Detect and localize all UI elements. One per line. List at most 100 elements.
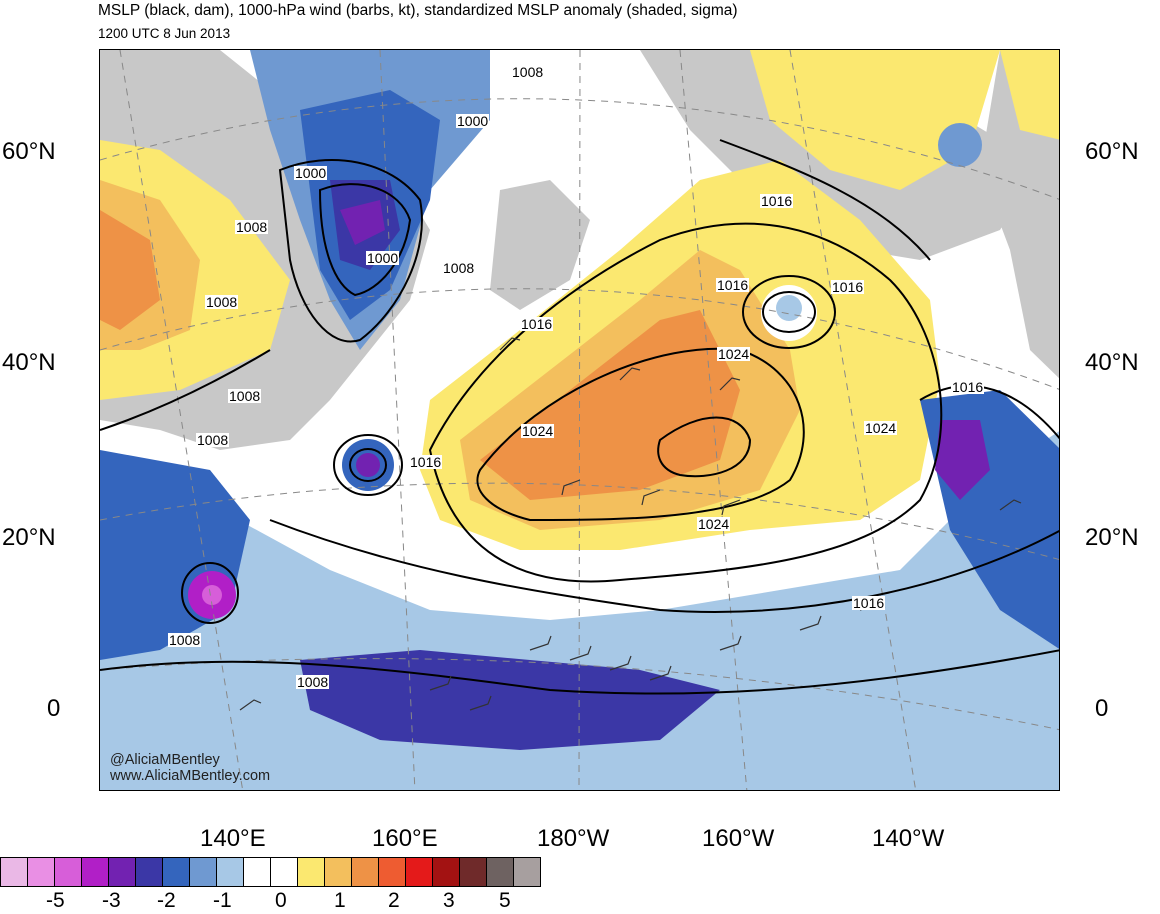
colorbar-swatch [136,858,163,886]
colorbar-label: -5 [46,889,65,912]
map-panel: 1008 1000 1000 1008 1000 1008 1008 1008 … [99,49,1060,791]
wind-barb [619,367,641,381]
anomaly-minus-low-gulf-core [776,295,802,321]
colorbar-label: 0 [275,889,287,912]
isobar-1024-inner [657,416,752,478]
colorbar-swatch [1,858,28,886]
colorbar-label: 1 [334,889,346,912]
colorbar-label: 5 [499,889,511,912]
wind-barb [649,665,672,681]
anomaly-plus-alaska [750,50,1000,190]
lat-40-line [100,288,1059,390]
isobar-1016-north-east [719,139,931,261]
lat-60-line [100,98,1059,200]
isobar-label: 1000 [456,113,490,129]
colorbar-swatch [163,858,190,886]
lat-label-left: 40°N [2,349,56,376]
isobar-low-gulf-2 [762,291,816,333]
lon-label: 160°E [372,825,438,852]
wind-barb [719,377,741,391]
figure-valid-time: 1200 UTC 8 Jun 2013 [98,26,231,41]
wind-barb [999,499,1022,511]
isobar-low-japan-1 [333,434,403,496]
wind-barb [499,337,521,351]
isobar-1000-north [318,183,412,297]
lat-label-right: 20°N [1085,524,1139,551]
wind-barb [799,615,822,631]
lon-label: 140°W [872,825,945,852]
isobar-label: 1016 [716,277,750,293]
figure-title: MSLP (black, dam), 1000-hPa wind (barbs,… [98,2,738,19]
isobar-1008-tropics [100,649,1059,695]
isobar-label: 1016 [852,595,886,611]
anomaly-plus3-west [100,210,160,330]
colorbar-label: -1 [213,889,232,912]
lon-160e-line [379,50,416,790]
isobar-label: 1008 [235,219,269,235]
colorbar-swatch [487,858,514,886]
anomaly-plus-ne [1000,50,1059,140]
isobar-label: 1008 [205,294,239,310]
anomaly-plus3-pacific [480,310,740,500]
lat-label-right: 40°N [1085,349,1139,376]
isobar-label: 1000 [294,165,328,181]
colorbar-swatch [406,858,433,886]
colorbar-swatch [109,858,136,886]
lat-label-right: 60°N [1085,138,1139,165]
isobar-label: 1008 [196,432,230,448]
colorbar-swatch [298,858,325,886]
isobar-label: 1024 [864,420,898,436]
colorbar-swatch [352,858,379,886]
anomaly-minus-ne-low [938,123,982,167]
isobar-label: 1000 [366,250,400,266]
anomaly-minus3-east [935,420,990,500]
colorbar-label: -3 [102,889,121,912]
isobar-1008-west [100,349,271,431]
wind-barb [239,699,262,711]
isobar-label: 1016 [409,454,443,470]
land-kamchatka [490,180,590,310]
wind-barb [609,655,632,671]
wind-barb [561,479,581,496]
lon-label: 180°W [537,825,610,852]
colorbar-label: 3 [443,889,455,912]
colorbar-label: 2 [388,889,400,912]
wind-barb [529,635,552,651]
lat-label-left: 60°N [2,138,56,165]
credit-website: www.AliciaMBentley.com [110,768,271,784]
lat-0-line [100,658,1059,731]
lon-140w-line [789,50,917,790]
wind-barb [469,695,492,711]
isobar-low-japan-2 [349,448,387,482]
anomaly-minus4-low-japan [356,453,380,477]
wind-barb [721,499,741,516]
wind-barb [429,675,452,691]
isobar-label: 1016 [760,193,794,209]
colorbar-swatch [325,858,352,886]
colorbar [0,857,541,887]
lon-180-line [578,50,581,790]
graticule [100,50,1059,790]
positive-anomaly-shading [100,50,1059,550]
lat-label-left: 0 [47,695,61,722]
colorbar-swatch [514,858,541,886]
anomaly-minus3-tropics-band [300,650,720,750]
lon-label: 160°W [702,825,775,852]
isobar-label: 1008 [511,64,545,80]
anomaly-minus4-north [340,200,385,245]
colorbar-swatch [82,858,109,886]
colorbar-swatch [55,858,82,886]
isobar-label: 1024 [717,346,751,362]
anomaly-minus5-low-philippines [202,585,222,605]
colorbar-swatch [190,858,217,886]
negative-anomaly-shading [100,50,1059,790]
lon-label: 140°E [200,825,266,852]
colorbar-swatch [433,858,460,886]
lat-label-right: 0 [1095,695,1109,722]
lon-140e-line [119,50,244,790]
isobar-label: 1008 [442,260,476,276]
colorbar-swatch [379,858,406,886]
isobar-low-gulf-1 [742,275,836,349]
colorbar-swatch [217,858,244,886]
isobar-label: 1016 [520,316,554,332]
